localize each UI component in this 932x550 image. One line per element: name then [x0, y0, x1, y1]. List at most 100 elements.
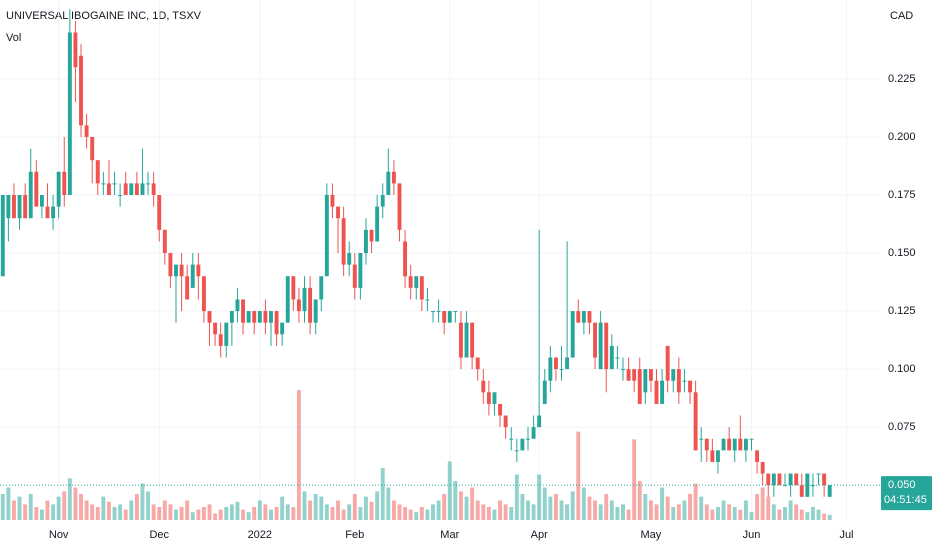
x-tick-label: Apr	[531, 529, 548, 541]
candle-body	[447, 311, 452, 323]
volume-bar	[788, 500, 793, 520]
volume-bar	[609, 500, 614, 520]
candle-body	[151, 183, 156, 195]
volume-bar	[827, 514, 832, 520]
volume-bar	[615, 507, 620, 520]
volume-bar	[319, 496, 324, 520]
volume-bar	[593, 500, 598, 520]
volume-bar	[481, 504, 486, 520]
y-tick-label: 0.125	[888, 305, 916, 317]
candle-body	[51, 206, 56, 219]
candle-body	[559, 369, 564, 371]
volume-bar	[693, 483, 698, 520]
volume-bar	[403, 507, 408, 520]
candle-body	[570, 311, 575, 358]
candle-body	[509, 438, 514, 440]
candle-body	[391, 171, 396, 184]
volume-bar	[12, 500, 16, 520]
volume-bar	[118, 504, 123, 520]
volume-bar	[246, 512, 251, 520]
candle-body	[252, 311, 257, 323]
candle-body	[179, 264, 184, 277]
candle-body	[492, 392, 497, 404]
volume-bar	[23, 504, 28, 520]
candle-body	[604, 322, 609, 370]
candle-body	[79, 55, 83, 126]
volume-bar	[621, 504, 625, 520]
volume-bar	[425, 509, 430, 520]
candle-body	[442, 311, 447, 323]
volume-bar	[542, 487, 547, 520]
volume-bar	[380, 468, 385, 520]
candle-body	[822, 473, 827, 486]
volume-bar	[313, 494, 318, 520]
volume-bar	[218, 509, 223, 520]
candle-body	[45, 206, 50, 219]
volume-bar	[358, 507, 363, 520]
volume-bar	[470, 487, 475, 520]
candle-body	[190, 264, 195, 288]
volume-bar	[56, 496, 61, 520]
volume-bar	[682, 500, 687, 520]
y-tick-label: 0.075	[888, 421, 916, 433]
candle-body	[537, 415, 542, 428]
candle-body	[369, 229, 374, 242]
candle-body	[84, 125, 89, 137]
volume-bar	[79, 494, 83, 520]
candle-body	[486, 392, 491, 404]
last-price-tag	[881, 476, 932, 511]
volume-bar	[257, 500, 262, 520]
candle-body	[598, 322, 603, 370]
volume-bar	[151, 504, 156, 520]
volume-bar	[766, 496, 771, 520]
candle-body	[794, 473, 799, 486]
x-tick-label: Dec	[149, 529, 169, 541]
candle-body	[308, 287, 313, 323]
volume-bar	[45, 500, 50, 520]
candle-body	[436, 311, 441, 313]
volume-bar	[704, 504, 709, 520]
candle-body	[498, 403, 503, 416]
volume-bar	[364, 496, 368, 520]
volume-bar	[0, 494, 5, 520]
candle-body	[799, 485, 804, 497]
volume-bar	[632, 439, 637, 520]
candle-layer	[0, 9, 832, 497]
candle-body	[637, 369, 642, 404]
volume-bar	[174, 509, 178, 520]
candle-body	[665, 345, 670, 381]
volume-bar	[727, 504, 732, 520]
candle-body	[481, 380, 486, 393]
volume-bar	[514, 474, 519, 520]
candle-body	[23, 195, 28, 219]
volume-bar	[252, 507, 257, 520]
volume-bar	[274, 507, 279, 520]
candle-body	[90, 136, 95, 161]
volume-bar	[581, 487, 586, 520]
candle-body	[760, 461, 765, 474]
candle-body	[431, 311, 435, 313]
candle-body	[123, 183, 128, 195]
chart-title: UNIVERSAL IBOGAINE INC, 1D, TSXV	[6, 10, 202, 22]
volume-bar	[676, 504, 681, 520]
volume-bar	[475, 500, 480, 520]
volume-bar	[738, 509, 743, 520]
volume-bar	[146, 491, 151, 520]
candle-body	[419, 276, 424, 300]
volume-bar	[486, 507, 491, 520]
volume-bar	[637, 481, 642, 520]
last-price-label: 0.050	[888, 479, 916, 491]
candle-body	[302, 287, 307, 312]
candle-body	[816, 473, 821, 475]
candle-body	[520, 438, 525, 451]
volume-bar	[570, 491, 575, 520]
volume-bar	[129, 500, 134, 520]
volume-bar	[347, 504, 352, 520]
volume-bar	[431, 504, 435, 520]
candle-body	[732, 438, 737, 451]
candle-body	[241, 299, 246, 323]
volume-bar	[743, 500, 748, 520]
candle-body	[425, 299, 430, 301]
candle-body	[755, 450, 760, 462]
volume-bar	[134, 494, 139, 520]
